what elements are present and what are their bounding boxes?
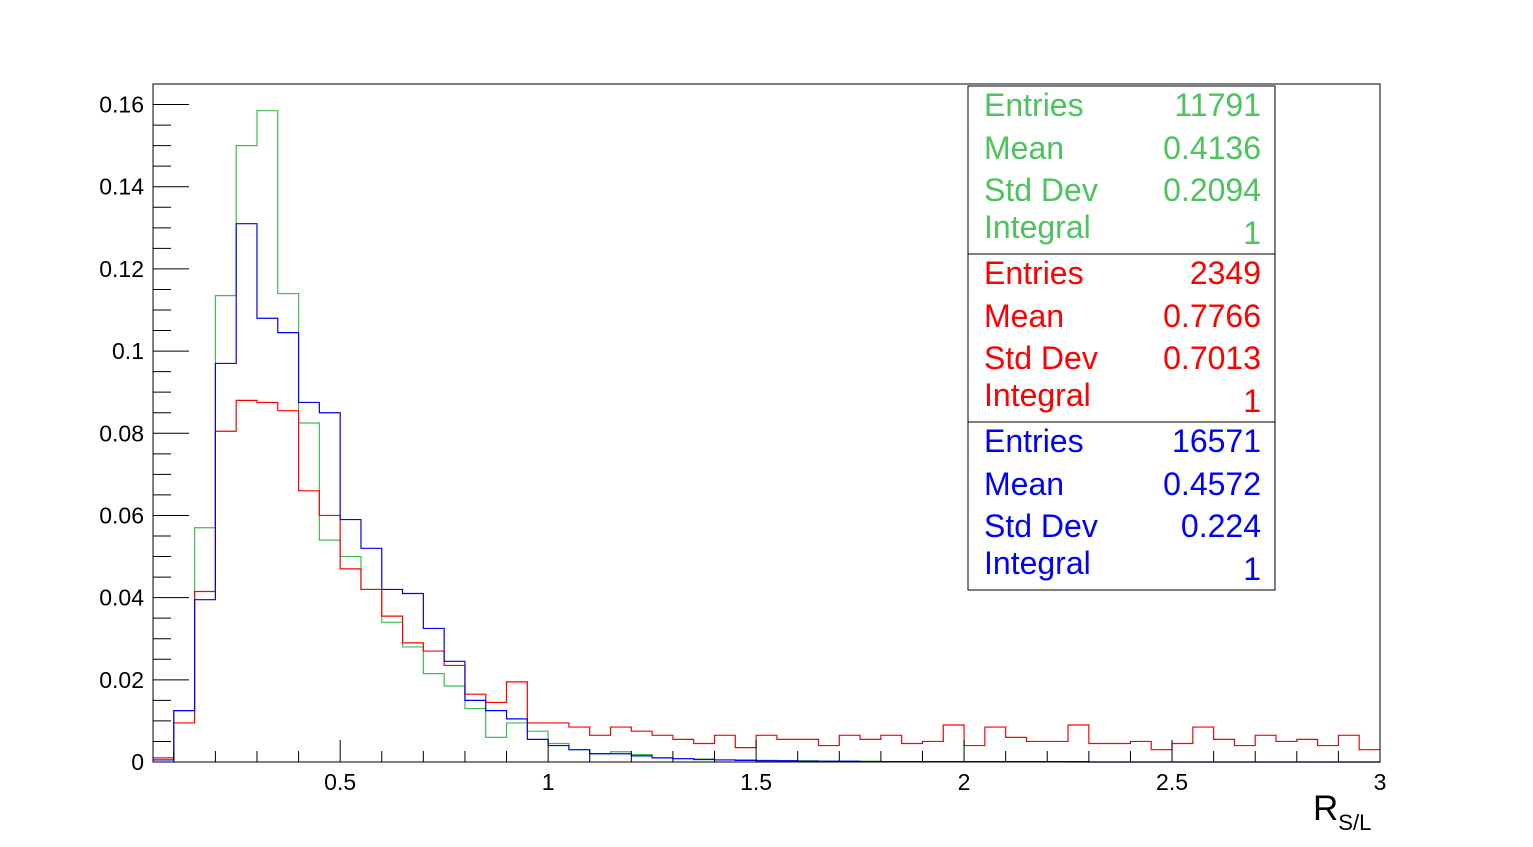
y-tick-label: 0.16 (99, 92, 144, 118)
y-tick-label: 0.14 (99, 174, 144, 200)
stat-label: Mean (984, 466, 1064, 502)
stat-value: 0.7013 (1163, 340, 1261, 376)
y-tick-label: 0.08 (99, 420, 144, 446)
y-tick-label: 0 (131, 749, 144, 775)
stat-value: 0.4572 (1163, 466, 1261, 502)
stats-layer: Entries 11791 Mean 0.4136 Std Dev 0.2094 Integ… (967, 85, 1276, 591)
y-tick-label: 0.02 (99, 667, 144, 693)
stat-box-0 (967, 85, 1276, 255)
stat-value: 0.7766 (1163, 298, 1261, 334)
stat-label: Integral (984, 377, 1091, 413)
stat-label: Std Dev (984, 172, 1098, 208)
axis-layer: 0.5 1 1.5 2 2.5 3 0 0.02 0.04 0.06 0.08 0.1 0.12 0.14… (99, 83, 1387, 795)
y-tick-label: 0.06 (99, 502, 144, 528)
x-tick-label: 3 (1374, 769, 1387, 795)
stat-label: Std Dev (984, 508, 1098, 544)
plot-frame (152, 83, 1381, 763)
stat-label: Mean (984, 298, 1064, 334)
stat-label: Entries (984, 87, 1084, 123)
y-tick-label: 0.04 (99, 585, 144, 611)
stat-label: Entries (984, 423, 1084, 459)
x-axis-title-subscript: S/L (1338, 810, 1371, 835)
stat-label: Integral (984, 545, 1091, 581)
x-tick-label: 2 (958, 769, 971, 795)
stat-value: 1 (1243, 215, 1261, 251)
stat-value: 2349 (1190, 255, 1261, 291)
stat-box-2 (967, 421, 1276, 591)
stat-box-1 (967, 253, 1276, 423)
y-tick-label: 0.12 (99, 256, 144, 282)
stat-value: 1 (1243, 551, 1261, 587)
stat-label: Integral (984, 209, 1091, 245)
stat-value: 1 (1243, 383, 1261, 419)
stat-value: 0.2094 (1163, 172, 1261, 208)
stat-value: 16571 (1172, 423, 1261, 459)
x-tick-label: 1 (542, 769, 555, 795)
stat-label: Entries (984, 255, 1084, 291)
x-axis-title: RS/L (1313, 789, 1371, 835)
x-tick-label: 0.5 (324, 769, 356, 795)
stat-value: 11791 (1174, 87, 1261, 123)
stat-value: 0.4136 (1163, 130, 1261, 166)
stat-value: 0.224 (1181, 508, 1261, 544)
stat-label: Mean (984, 130, 1064, 166)
x-axis-title-main: R (1313, 789, 1338, 828)
y-tick-label: 0.1 (112, 338, 144, 364)
x-tick-label: 2.5 (1156, 769, 1188, 795)
stat-label: Std Dev (984, 340, 1098, 376)
x-tick-label: 1.5 (740, 769, 772, 795)
